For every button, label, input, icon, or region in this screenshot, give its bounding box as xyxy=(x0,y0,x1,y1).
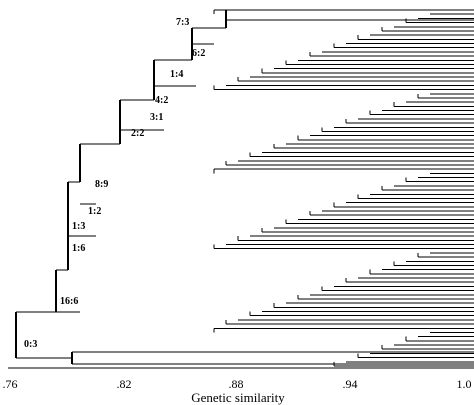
x-axis-title: Genetic similarity xyxy=(191,390,285,405)
cluster-label-0-3: 0:3 xyxy=(24,339,37,350)
cluster-label-7-3: 7:3 xyxy=(176,17,189,28)
cluster-label-1-4: 1:4 xyxy=(170,69,183,80)
tick-label-10: 1.0 xyxy=(457,377,472,391)
cluster-label-8-9: 8:9 xyxy=(95,179,108,190)
dendrogram-branches xyxy=(8,9,474,369)
x-axis-ticks: .76 .82 .88 .94 1.0 xyxy=(3,377,472,391)
tick-label-076: .76 xyxy=(3,377,18,391)
cluster-label-1-2: 1:2 xyxy=(88,206,101,217)
tick-label-088: .88 xyxy=(229,377,244,391)
tick-label-082: .82 xyxy=(117,377,132,391)
cluster-label-3-1: 3:1 xyxy=(150,112,163,123)
cluster-label-6-2: 6:2 xyxy=(192,48,205,59)
tick-label-094: .94 xyxy=(343,377,358,391)
cluster-label-1-6: 1:6 xyxy=(72,243,85,254)
cluster-label-1-3: 1:3 xyxy=(72,221,85,232)
cluster-label-4-2: 4:2 xyxy=(155,95,168,106)
cluster-labels: 7:3 6:2 1:4 4:2 3:1 2:2 8:9 1:2 1:3 1:6 … xyxy=(24,17,205,350)
cluster-label-2-2: 2:2 xyxy=(131,128,144,139)
cluster-label-16-6: 16:6 xyxy=(60,296,78,307)
leaf-lines xyxy=(213,9,474,367)
